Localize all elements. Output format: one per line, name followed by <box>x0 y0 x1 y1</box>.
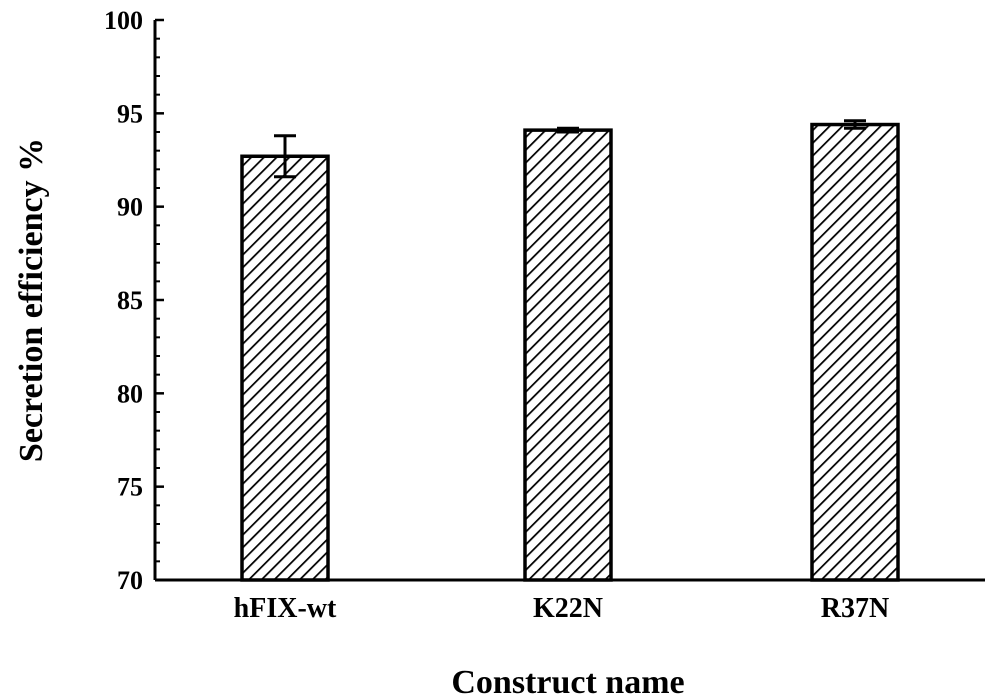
bar-r37n <box>810 122 900 582</box>
x-axis-tick-labels: hFIX-wt K22N R37N <box>234 593 890 624</box>
y-tick-label: 75 <box>117 473 143 502</box>
y-tick-label: 80 <box>117 379 143 408</box>
y-tick-label: 95 <box>117 99 143 128</box>
error-bar-hfix-wt <box>274 134 296 179</box>
error-bar-k22n <box>557 126 579 134</box>
y-tick-label: 85 <box>117 286 143 315</box>
y-axis-tick-labels: 70 75 80 85 90 95 100 <box>104 6 143 595</box>
x-axis-title: Construct name <box>451 664 684 700</box>
x-tick-label-k22n: K22N <box>533 593 603 624</box>
error-bar-r37n <box>844 119 866 130</box>
y-tick-label: 100 <box>104 6 143 35</box>
error-bars <box>274 119 866 179</box>
bars <box>240 122 900 582</box>
y-tick-label: 90 <box>117 193 143 222</box>
x-tick-label-r37n: R37N <box>821 593 889 624</box>
bar-hfix-wt <box>240 154 330 582</box>
bar-k22n <box>523 128 613 582</box>
y-axis-title: Secretion efficiency % <box>13 138 50 462</box>
x-tick-label-hfix-wt: hFIX-wt <box>234 593 337 624</box>
y-tick-label: 70 <box>117 566 143 595</box>
